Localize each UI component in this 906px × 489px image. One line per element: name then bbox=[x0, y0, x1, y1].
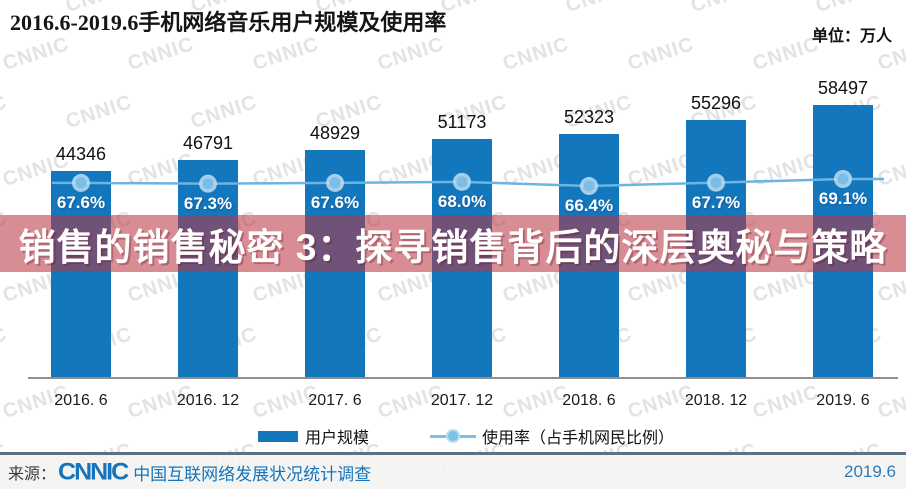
legend: 用户规模 使用率（占手机网民比例） bbox=[0, 422, 906, 448]
usage-rate-label: 67.6% bbox=[56, 192, 106, 212]
x-axis-tick-label: 2016. 6 bbox=[54, 392, 108, 409]
x-axis-tick-label: 2016. 12 bbox=[176, 392, 240, 409]
overlay-ad-banner[interactable]: 销售的销售秘密 3：探寻销售背后的深层奥秘与策略 bbox=[0, 215, 906, 272]
unit-label: 单位：万人 bbox=[811, 28, 892, 45]
bar-value-label: 58497 bbox=[817, 78, 869, 98]
legend-bar-swatch bbox=[258, 431, 298, 442]
bar-value-label: 48929 bbox=[309, 123, 361, 143]
user-scale-bar bbox=[51, 171, 111, 378]
bar-value-label: 52323 bbox=[563, 107, 615, 127]
source-prefix: 来源： bbox=[8, 466, 57, 483]
bar-value-label: 44346 bbox=[55, 144, 107, 164]
x-axis-tick-label: 2018. 6 bbox=[562, 392, 616, 409]
usage-rate-label: 67.3% bbox=[183, 193, 233, 213]
usage-rate-label: 67.7% bbox=[691, 192, 741, 212]
x-axis-line bbox=[28, 377, 898, 379]
usage-rate-label: 66.4% bbox=[564, 196, 614, 216]
footer-bar: 来源： CNNIC 中国互联网络发展状况统计调查 2019.6 bbox=[0, 455, 906, 489]
footer-date-label: 2019.6 bbox=[844, 462, 896, 481]
bar-value-label: 55296 bbox=[690, 93, 742, 113]
footer-divider bbox=[0, 452, 906, 455]
bar-value-label: 51173 bbox=[437, 112, 487, 132]
usage-rate-label: 69.1% bbox=[818, 189, 868, 208]
legend-line-label: 使用率（占手机网民比例） bbox=[482, 430, 675, 447]
x-axis-tick-label: 2018. 12 bbox=[684, 392, 748, 409]
source-text: 中国互联网络发展状况统计调查 bbox=[133, 464, 372, 484]
x-axis-tick-label: 2019. 6 bbox=[816, 392, 870, 409]
legend-bar-label: 用户规模 bbox=[305, 430, 370, 447]
overlay-ad-text: 销售的销售秘密 3：探寻销售背后的深层奥秘与策略 bbox=[18, 226, 888, 268]
legend-line-dot-icon bbox=[446, 429, 460, 443]
source-line: 来源： CNNIC 中国互联网络发展状况统计调查 bbox=[8, 455, 371, 489]
usage-rate-label: 68.0% bbox=[437, 191, 487, 211]
usage-rate-label: 67.6% bbox=[310, 192, 360, 212]
cnnic-logo: CNNIC bbox=[58, 458, 129, 485]
bar-value-label: 46791 bbox=[182, 133, 234, 153]
x-axis-tick-label: 2017. 6 bbox=[308, 392, 362, 409]
chart-title: 2016.6-2019.6手机网络音乐用户规模及使用率 bbox=[10, 10, 447, 35]
x-axis-tick-label: 2017. 12 bbox=[430, 392, 494, 409]
